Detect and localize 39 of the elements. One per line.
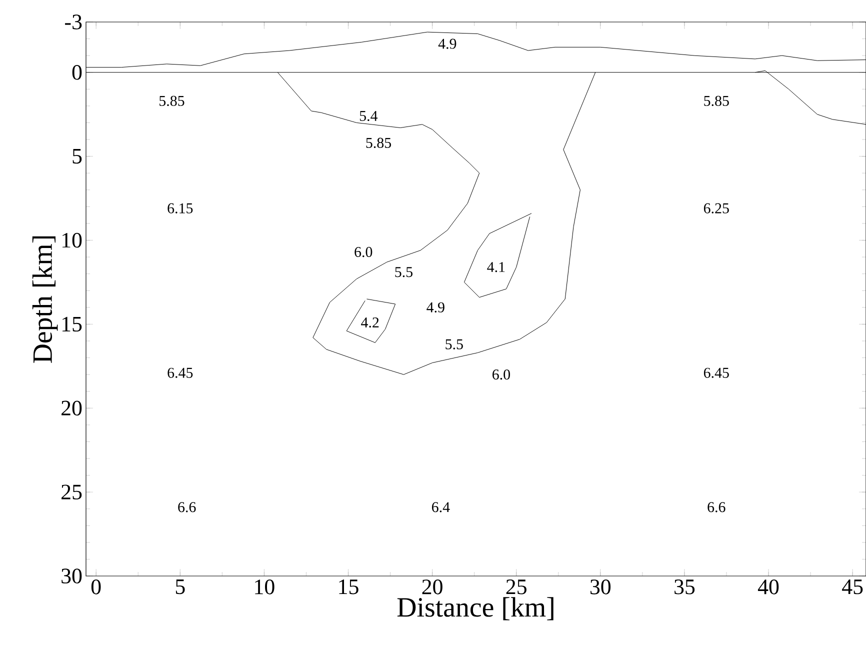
annotation: 6.6 — [178, 502, 196, 512]
y-tick-label: 5 — [72, 149, 82, 164]
annotation: 6.45 — [704, 368, 729, 378]
annotation: 5.85 — [366, 138, 391, 148]
x-tick-label: 40 — [758, 580, 779, 594]
annotation: 6.0 — [354, 246, 372, 258]
y-tick-label: -3 — [65, 14, 82, 30]
x-tick-label: 25 — [506, 580, 526, 594]
annotation: 5.4 — [360, 111, 378, 122]
x-axis-title: Distance [km] — [397, 597, 554, 620]
x-tick-label: 45 — [842, 580, 863, 594]
x-tick-label: 10 — [255, 580, 274, 594]
x-tick-label: 5 — [176, 580, 185, 594]
annotation: 5.5 — [395, 267, 412, 278]
y-tick-label: 30 — [62, 568, 82, 584]
x-tick-label: 15 — [339, 580, 358, 594]
annotation: 5.5 — [446, 339, 463, 350]
annotation: 4.9 — [438, 38, 456, 49]
annotation: 4.1 — [487, 262, 505, 272]
annotation: 6.45 — [168, 368, 193, 378]
x-tick-label: 20 — [422, 580, 442, 594]
annotation: 4.9 — [426, 302, 444, 312]
annotation: 6.25 — [704, 203, 729, 214]
annotation: 6.4 — [432, 502, 450, 512]
y-tick-label: 10 — [62, 232, 82, 248]
annotation: 5.85 — [160, 96, 184, 106]
y-tick-label: 15 — [62, 316, 82, 332]
y-tick-label: 25 — [62, 484, 82, 500]
annotation: 4.2 — [361, 317, 379, 328]
x-tick-label: 0 — [91, 580, 101, 594]
y-tick-label: 20 — [62, 400, 82, 416]
annotation: 5.85 — [704, 96, 729, 106]
y-tick-label: 0 — [72, 64, 82, 80]
x-tick-label: 35 — [674, 580, 695, 594]
annotation: 6.0 — [492, 369, 510, 380]
y-axis-title: Depth [km] — [32, 236, 58, 363]
annotation: 6.6 — [708, 502, 726, 512]
annotation: 6.15 — [168, 203, 193, 214]
x-tick-label: 30 — [590, 580, 611, 594]
